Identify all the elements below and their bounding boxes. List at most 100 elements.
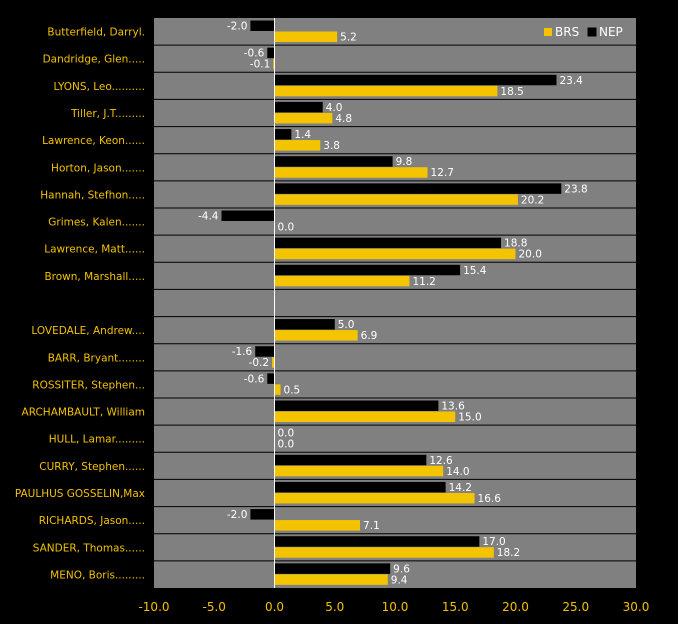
bar-brs-5	[274, 167, 428, 178]
value-label-nep-8: 18.8	[504, 238, 527, 250]
bar-nep-9	[274, 264, 461, 276]
bar-nep-1	[267, 47, 275, 59]
category-label: LOVEDALE, Andrew....	[31, 325, 145, 337]
bar-brs-20	[274, 574, 388, 585]
bar-brs-18	[274, 520, 361, 531]
value-label-brs-1: -0.1	[250, 59, 271, 71]
bar-nep-3	[274, 101, 323, 113]
bar-nep-20	[274, 563, 391, 574]
bar-nep-14	[274, 400, 439, 411]
bar-nep-16	[274, 454, 427, 466]
x-tick-label: 30.0	[623, 600, 650, 614]
bar-nep-13	[267, 373, 275, 384]
category-label: Butterfield, Darryl.	[47, 27, 145, 39]
x-tick-label: 20.0	[502, 600, 529, 614]
category-label: Lawrence, Matt......	[44, 244, 145, 256]
value-label-nep-20: 9.6	[393, 563, 410, 575]
category-labels: Butterfield, Darryl. Dandridge, Glen.....…	[15, 27, 145, 582]
x-tick-label: 15.0	[442, 600, 469, 614]
value-label-brs-19: 18.2	[497, 547, 520, 559]
category-label: Lawrence, Keon......	[42, 135, 145, 147]
category-label: ARCHAMBAULT, William	[22, 407, 145, 419]
bar-nep-17	[274, 481, 446, 493]
value-label-brs-0: 5.2	[340, 32, 357, 44]
bar-brs-12	[272, 357, 275, 368]
bar-brs-11	[274, 330, 358, 341]
value-label-nep-14: 13.6	[441, 401, 465, 413]
value-label-brs-2: 18.5	[500, 86, 523, 98]
category-label: HULL, Lamar.........	[49, 434, 145, 446]
value-label-brs-12: -0.2	[249, 357, 270, 369]
category-label: BARR, Bryant........	[48, 352, 145, 364]
bar-brs-13	[274, 384, 281, 395]
value-label-brs-17: 16.6	[478, 493, 502, 505]
value-label-brs-20: 9.4	[391, 574, 408, 586]
value-label-nep-5: 9.8	[396, 156, 413, 168]
category-label: ROSSITER, Stephen...	[32, 379, 145, 391]
bar-nep-6	[274, 183, 562, 194]
bar-brs-6	[274, 194, 518, 205]
value-label-nep-9: 15.4	[463, 265, 487, 277]
value-label-brs-16: 14.0	[446, 466, 469, 478]
value-label-brs-4: 3.8	[323, 140, 340, 152]
value-label-brs-5: 12.7	[431, 167, 454, 179]
x-tick-label: 5.0	[325, 600, 344, 614]
bar-nep-0	[250, 20, 275, 31]
category-label: CURRY, Stephen......	[39, 461, 145, 473]
category-label: Hannah, Stefhon.....	[40, 189, 145, 201]
bar-brs-3	[274, 112, 333, 124]
bar-brs-19	[274, 547, 494, 558]
value-label-nep-2: 23.4	[559, 75, 583, 87]
x-tick-label: -5.0	[203, 600, 226, 614]
bar-nep-12	[255, 346, 275, 357]
value-label-nep-1: -0.6	[244, 48, 265, 60]
bar-brs-4	[274, 140, 321, 151]
row-grid	[154, 44, 636, 562]
value-label-brs-11: 6.9	[361, 330, 378, 342]
value-label-brs-8: 20.0	[519, 249, 542, 261]
value-label-nep-17: 14.2	[449, 482, 472, 494]
value-label-nep-18: -2.0	[227, 509, 248, 521]
value-label-nep-6: 23.8	[564, 183, 587, 195]
category-label: Tiller, J.T.........	[70, 108, 145, 120]
bar-brs-14	[274, 411, 456, 422]
labels-layer: -2.05.2-0.6-0.123.418.54.04.81.43.89.812…	[198, 21, 588, 587]
bar-brs-0	[274, 31, 338, 42]
value-label-nep-15: 0.0	[278, 428, 295, 440]
value-label-brs-18: 7.1	[363, 520, 380, 532]
category-label: Horton, Jason.......	[51, 162, 145, 174]
x-tick-label: 0.0	[265, 600, 284, 614]
legend-label-brs: BRS	[555, 25, 579, 39]
value-label-nep-4: 1.4	[294, 129, 311, 141]
value-label-nep-7: -4.4	[198, 211, 219, 223]
bar-brs-1	[273, 58, 275, 70]
legend-swatch-nep	[587, 27, 597, 37]
category-label: RICHARDS, Jason.....	[39, 515, 145, 527]
value-label-nep-19: 17.0	[482, 536, 505, 548]
value-label-brs-7: 0.0	[278, 222, 295, 234]
bar-nep-8	[274, 237, 502, 249]
value-label-nep-13: -0.6	[244, 373, 265, 385]
x-tick-label: 10.0	[382, 600, 409, 614]
bar-nep-19	[274, 536, 480, 547]
value-label-nep-12: -1.6	[232, 346, 253, 358]
value-label-nep-3: 4.0	[326, 102, 343, 114]
value-label-brs-15: 0.0	[278, 439, 295, 451]
bars-layer	[221, 20, 562, 585]
bar-nep-5	[274, 156, 393, 167]
category-label: LYONS, Leo..........	[54, 81, 146, 93]
category-label: MENO, Boris.........	[50, 569, 145, 581]
category-label: Dandridge, Glen.....	[43, 54, 145, 66]
value-label-nep-16: 12.6	[429, 455, 453, 467]
category-label: SANDER, Thomas......	[33, 542, 145, 554]
bar-brs-16	[274, 465, 444, 477]
category-label: Brown, Marshall.....	[44, 271, 145, 283]
legend-swatch-brs	[544, 28, 552, 36]
value-label-nep-11: 5.0	[338, 319, 355, 331]
bar-nep-2	[274, 74, 557, 86]
x-tick-label: -10.0	[138, 600, 169, 614]
legend: BRS NEP	[544, 25, 623, 39]
bar-brs-2	[274, 85, 498, 97]
legend-label-nep: NEP	[599, 25, 623, 39]
